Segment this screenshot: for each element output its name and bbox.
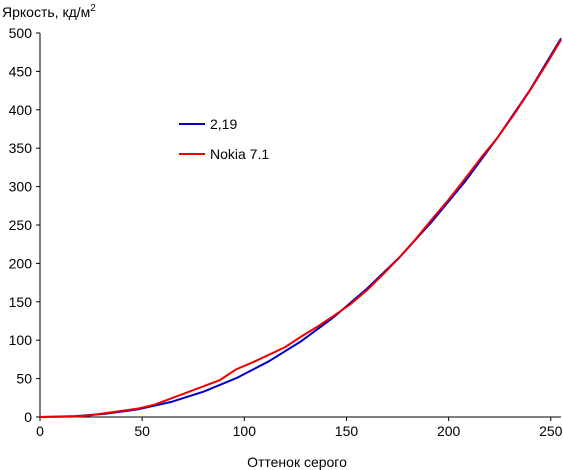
series-line-2 (39, 39, 562, 418)
y-tick-label: 500 (9, 25, 33, 41)
ticks: 0 50 100 150 200 250 300 350 400 450 500 0 50 100 150 2… (9, 25, 563, 439)
x-axis-title: Оттенок серого (247, 454, 347, 470)
x-tick-label: 0 (36, 423, 44, 439)
y-tick-label: 350 (9, 140, 33, 156)
x-tick-label: 250 (539, 423, 563, 439)
legend: 2,19 Nokia 7.1 (179, 116, 269, 162)
x-tick-label: 50 (134, 423, 150, 439)
y-tick-label: 300 (9, 179, 33, 195)
y-tick-label: 0 (24, 409, 32, 425)
series-line-1 (39, 37, 562, 418)
y-tick-label: 150 (9, 294, 33, 310)
x-tick-label: 100 (233, 423, 257, 439)
y-tick-label: 450 (9, 63, 33, 79)
x-tick-label: 200 (437, 423, 461, 439)
x-tick-label: 150 (335, 423, 359, 439)
y-tick-label: 50 (16, 371, 32, 387)
y-axis-title: Яркость, кд/м2 (2, 3, 96, 20)
y-tick-label: 250 (9, 217, 33, 233)
legend-label: 2,19 (210, 116, 237, 132)
y-tick-label: 100 (9, 332, 33, 348)
series-lines (39, 37, 562, 418)
axes (39, 33, 561, 418)
legend-label: Nokia 7.1 (210, 146, 269, 162)
y-tick-label: 200 (9, 255, 33, 271)
y-tick-label: 400 (9, 102, 33, 118)
